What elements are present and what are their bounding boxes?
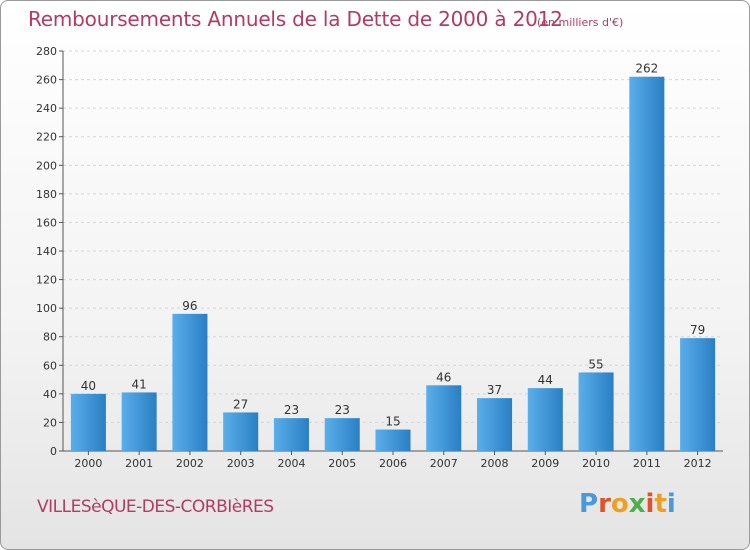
proxiti-logo[interactable]: Proxiti (579, 489, 676, 519)
logo-letter: i (645, 489, 655, 519)
x-tick-label-2001: 2001 (125, 457, 153, 470)
x-tick-label-2003: 2003 (227, 457, 255, 470)
bar-2000 (70, 393, 106, 451)
x-tick-label-2007: 2007 (430, 457, 458, 470)
bar-2005 (324, 418, 360, 451)
value-label-2005: 23 (335, 403, 350, 417)
y-tick-label: 40 (43, 388, 57, 401)
value-label-2010: 55 (588, 357, 603, 371)
value-label-2003: 27 (233, 397, 248, 411)
x-tick-label-2000: 2000 (74, 457, 102, 470)
y-tick-label: 280 (36, 45, 57, 58)
bar-2008 (477, 398, 513, 451)
value-label-2001: 41 (132, 377, 147, 391)
logo-letter: x (628, 489, 646, 519)
y-tick-label: 200 (36, 159, 57, 172)
y-tick-label: 20 (43, 416, 57, 429)
bar-2010 (578, 372, 614, 451)
logo-letter: r (598, 489, 611, 519)
logo-letter: i (666, 489, 676, 519)
bars (70, 76, 716, 451)
x-tick-label-2009: 2009 (531, 457, 559, 470)
x-tick-label-2011: 2011 (633, 457, 661, 470)
x-tick-label-2012: 2012 (684, 457, 712, 470)
value-label-2004: 23 (284, 403, 299, 417)
x-tick-label-2005: 2005 (328, 457, 356, 470)
y-tick-label: 60 (43, 359, 57, 372)
value-label-2008: 37 (487, 383, 502, 397)
y-tick-label: 120 (36, 274, 57, 287)
y-tick-label: 260 (36, 74, 57, 87)
value-label-2009: 44 (538, 373, 553, 387)
x-tick-label-2010: 2010 (582, 457, 610, 470)
value-label-2011: 262 (635, 62, 658, 76)
y-tick-label: 220 (36, 131, 57, 144)
bar-2012 (680, 338, 716, 451)
bar-2009 (527, 388, 563, 451)
x-tick-label-2008: 2008 (481, 457, 509, 470)
value-labels: 40 41 96 27 23 23 15 46 37 44 55 262 79 (81, 62, 706, 429)
chart-title: Remboursements Annuels de la Dette de 20… (28, 7, 563, 31)
y-tick-label: 140 (36, 245, 57, 258)
logo-letter: P (579, 489, 599, 519)
y-tick-label: 100 (36, 302, 57, 315)
bar-2002 (172, 313, 208, 451)
logo-letter: o (610, 489, 629, 519)
x-tick-label-2004: 2004 (277, 457, 305, 470)
y-tick-label: 160 (36, 216, 57, 229)
bar-2006 (375, 429, 411, 451)
bar-2001 (121, 392, 157, 451)
value-label-2002: 96 (182, 299, 197, 313)
x-tick-label-2006: 2006 (379, 457, 407, 470)
value-label-2006: 15 (385, 415, 400, 429)
x-tick-label-2002: 2002 (176, 457, 204, 470)
value-label-2000: 40 (81, 379, 96, 393)
y-tick-labels: 0 20 40 60 80 100 120 140 160 180 200 220 240 260 280 (36, 45, 57, 458)
x-tick-labels: 2000 2001 2002 2003 2004 2005 2006 2007 2008 2009… (74, 457, 711, 470)
bar-2007 (426, 385, 462, 451)
value-label-2012: 79 (690, 323, 705, 337)
y-tick-label: 0 (50, 445, 57, 458)
axes (59, 50, 723, 455)
bar-2004 (273, 418, 309, 451)
bar-2011 (629, 76, 665, 451)
grid-lines (63, 50, 723, 452)
y-tick-label: 180 (36, 188, 57, 201)
commune-name: VILLESèQUE-DES-CORBIèRES (37, 497, 274, 517)
y-tick-label: 80 (43, 331, 57, 344)
chart-subtitle: (en milliers d'€) (537, 16, 624, 29)
bar-2003 (223, 412, 259, 451)
logo-letter: t (654, 489, 667, 519)
value-label-2007: 46 (436, 370, 451, 384)
y-tick-label: 240 (36, 102, 57, 115)
